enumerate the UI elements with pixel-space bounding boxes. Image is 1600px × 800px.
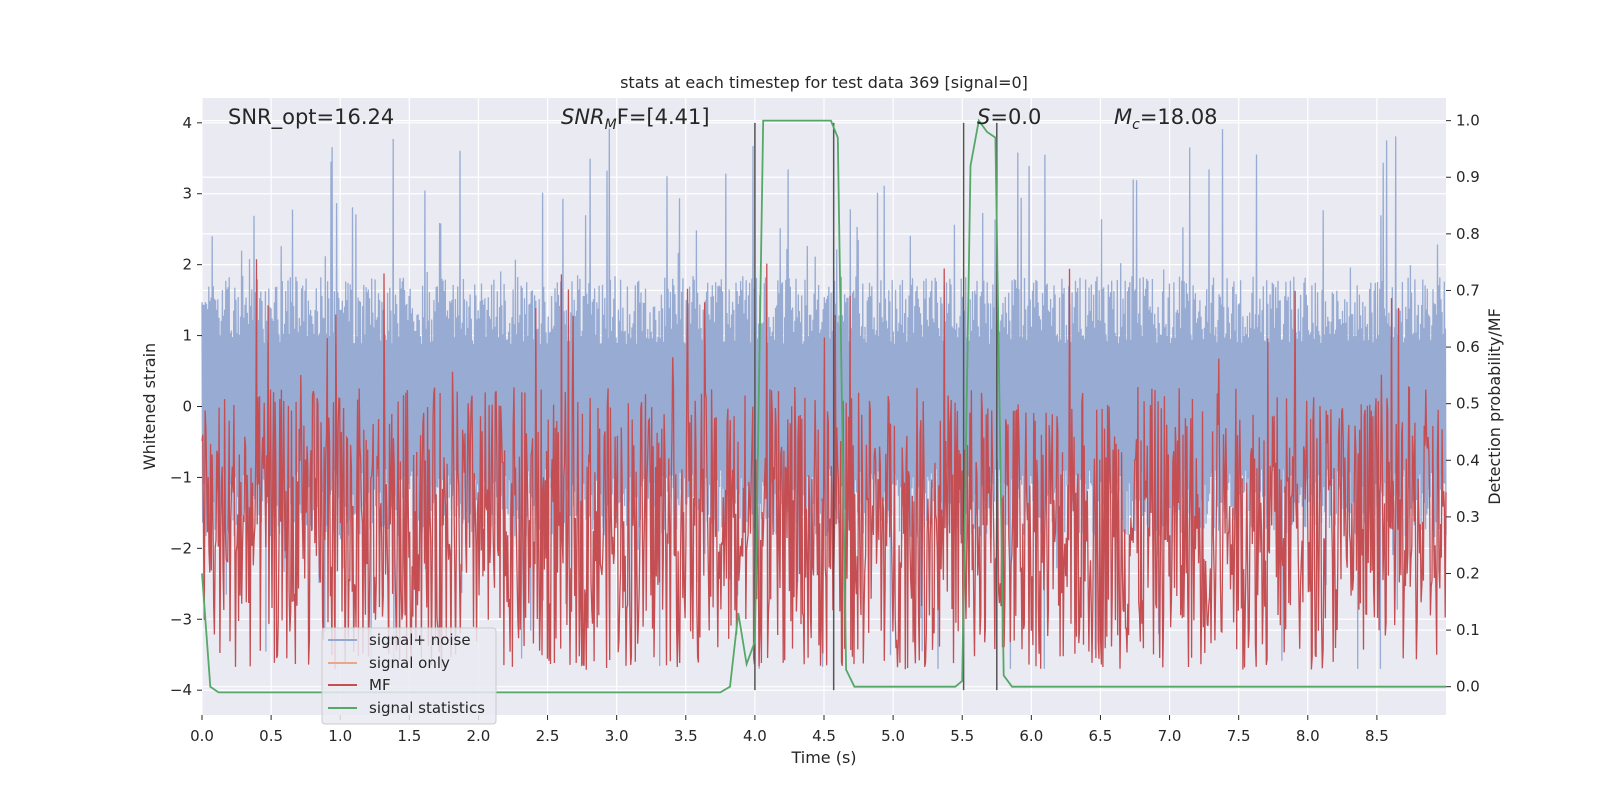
y-right-tick-label: 0.2: [1456, 564, 1480, 582]
x-tick-label: 4.5: [812, 727, 836, 745]
x-tick-label: 7.5: [1227, 727, 1251, 745]
y-right-axis-ticks: 0.0 0.1 0.2 0.3 0.4 0.5 0.6 0.7 0.8 0.9 1.0: [1446, 112, 1480, 696]
x-tick-label: 1.5: [397, 727, 421, 745]
y-right-tick-label: 0.6: [1456, 338, 1480, 356]
x-tick-label: 2.5: [536, 727, 560, 745]
annotation-s-value: S=0.0: [977, 105, 1041, 129]
x-tick-label: 3.0: [605, 727, 629, 745]
y-left-axis-label: Whitened strain: [140, 343, 159, 470]
x-tick-label: 8.0: [1296, 727, 1320, 745]
x-tick-label: 4.0: [743, 727, 767, 745]
x-tick-label: 7.0: [1158, 727, 1182, 745]
x-tick-label: 6.5: [1089, 727, 1113, 745]
y-right-tick-label: 0.8: [1456, 225, 1480, 243]
y-left-tick-label: −2: [170, 539, 192, 557]
x-tick-label: 0.5: [259, 727, 283, 745]
y-left-tick-label: 1: [182, 327, 192, 345]
x-tick-label: 8.5: [1365, 727, 1389, 745]
x-tick-label: 1.0: [328, 727, 352, 745]
legend-box: [321, 627, 497, 725]
y-right-tick-label: 0.9: [1456, 168, 1480, 186]
series-signal-statistics: [201, 118, 1446, 694]
annotation-mc: Mc=18.08: [1114, 105, 1218, 133]
y-left-tick-label: −3: [170, 610, 192, 628]
y-left-tick-label: 4: [182, 114, 192, 132]
legend-label-signal-plus-noise: signal+ noise: [369, 631, 471, 649]
y-left-tick-label: 3: [182, 185, 192, 203]
chart-title: stats at each timestep for test data 369…: [620, 73, 1028, 92]
legend-label-signal-statistics: signal statistics: [369, 699, 485, 717]
y-left-axis-ticks: −4 −3 −2 −1 0 1 2 3 4: [170, 114, 202, 699]
y-right-axis-label: Detection probability/MF: [1485, 308, 1504, 505]
legend-label-mf: MF: [369, 676, 391, 694]
y-right-tick-label: 0.7: [1456, 281, 1480, 299]
y-left-tick-label: −1: [170, 468, 192, 486]
annotation-snr-mf: SNRMF=[4.41]: [561, 105, 710, 133]
y-right-tick-label: 0.0: [1456, 678, 1480, 696]
x-tick-label: 3.5: [674, 727, 698, 745]
x-tick-label: 6.0: [1019, 727, 1043, 745]
annotation-snr-opt: SNR_opt=16.24: [228, 105, 394, 130]
legend-label-signal-only: signal only: [369, 654, 450, 672]
legend: signal+ noise signal only MF signal stat…: [321, 627, 497, 725]
x-tick-label: 0.0: [190, 727, 214, 745]
y-right-tick-label: 1.0: [1456, 112, 1480, 130]
x-axis-label: Time (s): [790, 748, 856, 767]
y-right-tick-label: 0.4: [1456, 451, 1480, 469]
x-tick-label: 5.5: [950, 727, 974, 745]
x-tick-label: 5.0: [881, 727, 905, 745]
y-right-tick-label: 0.5: [1456, 395, 1480, 413]
y-left-tick-label: −4: [170, 681, 192, 699]
mf-line: [201, 259, 1447, 670]
y-left-tick-label: 0: [182, 398, 192, 416]
signal-statistics-line: [201, 118, 1446, 694]
x-tick-label: 2.0: [467, 727, 491, 745]
series-mf: [201, 259, 1447, 670]
y-right-tick-label: 0.1: [1456, 621, 1480, 639]
y-left-tick-label: 2: [182, 256, 192, 274]
y-right-tick-label: 0.3: [1456, 508, 1480, 526]
x-axis-ticks: 0.0 0.5 1.0 1.5 2.0 2.5 3.0 3.5 4.0 4.5 5.0 5.5 6.0 6…: [190, 715, 1389, 745]
